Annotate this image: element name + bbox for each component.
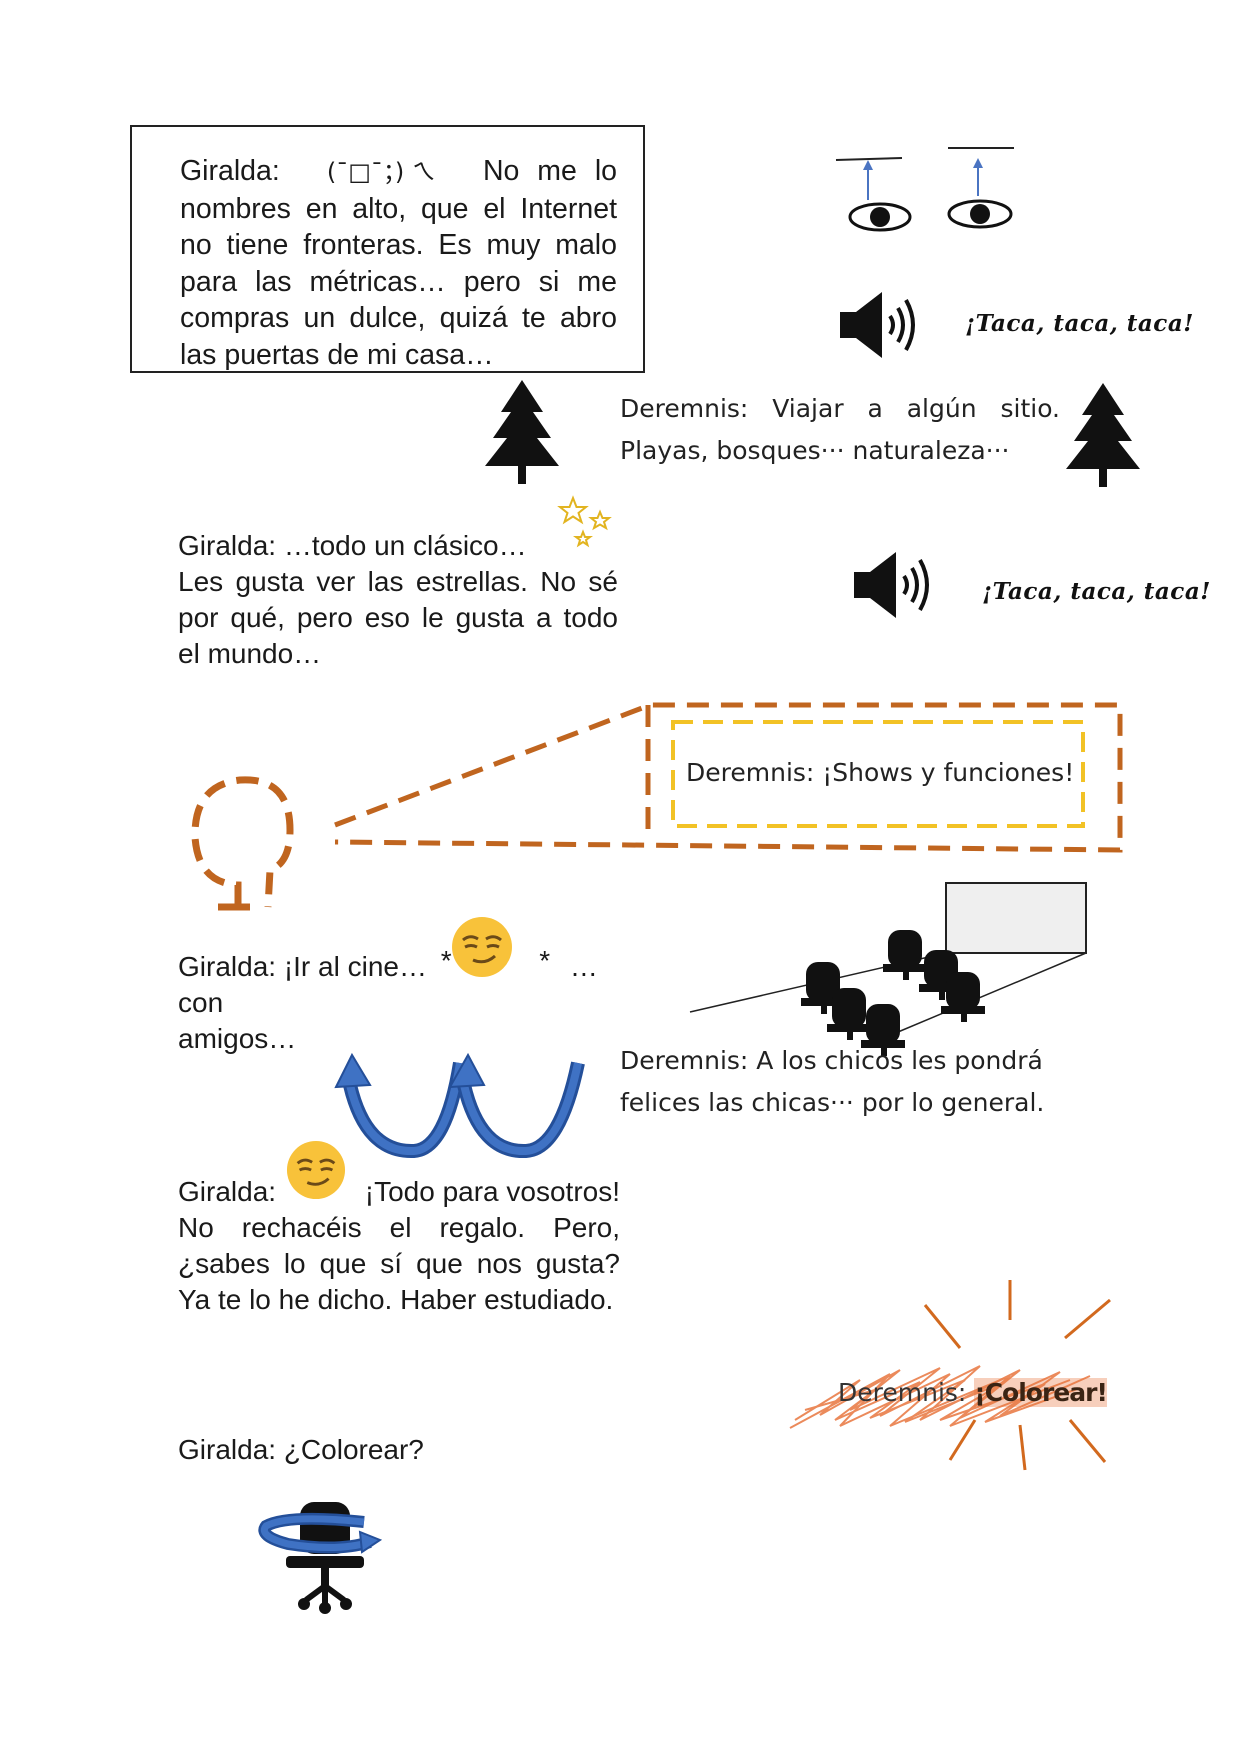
speaker-label: Giralda:: [180, 155, 280, 187]
cinema-seats-icon: [689, 882, 1087, 1056]
smirk-emoji-icon: [286, 1140, 346, 1200]
line-1: Deremnis: A los chicos les pondrá: [620, 1046, 1043, 1075]
line-1-start: Giralda: ¡Ir al cine…: [178, 951, 427, 982]
giralda-text-2: Giralda: …todo un clásico… Les gusta ver…: [178, 528, 618, 672]
line-1-end: No me lo: [482, 155, 617, 187]
stars-icon: [557, 495, 612, 548]
asterisk: *: [440, 945, 452, 976]
smirk-emoji-icon: [452, 917, 512, 977]
projection-beam: [334, 702, 1123, 853]
curved-arrows-icon: [334, 1052, 585, 1159]
paragraph: nombres en alto, que el Internet no tien…: [180, 192, 617, 371]
speaker-icon: [840, 292, 915, 358]
speaker-label: Deremnis:: [838, 1378, 967, 1407]
colorear-shout: ¡Colorear!: [974, 1378, 1108, 1407]
sound-effect-1: ¡Taca, taca, taca!: [965, 310, 1194, 337]
giralda-text-1: Giralda: (¯□¯；) ㄟ No me lo nombres en al…: [132, 127, 643, 373]
giralda-text-5: Giralda: ¿Colorear?: [178, 1434, 424, 1465]
pine-tree-icon: [1066, 383, 1140, 487]
giralda-text-3: Giralda: ¡Ir al cine… * * …con amigos…: [178, 945, 628, 1057]
pine-tree-icon: [485, 380, 559, 484]
line-1: Deremnis: Viajar a algún sitio.: [620, 394, 1060, 423]
stage-frame: [671, 720, 1085, 828]
line-2: felices las chicas··· por lo general.: [620, 1088, 1045, 1117]
giralda-box-1: Giralda: (¯□¯；) ㄟ No me lo nombres en al…: [130, 125, 645, 373]
line-1-end: …con: [178, 951, 598, 1018]
giralda-text-4: Giralda: ¡Todo para vosotros! No rechacé…: [178, 1174, 620, 1318]
kaomoji: (¯□¯；) ㄟ: [326, 158, 436, 186]
line-2: amigos…: [178, 1023, 297, 1054]
speaker-icon: [854, 552, 929, 618]
deremnis-text-4: Deremnis: ¡Colorear!: [838, 1378, 1108, 1407]
line-2: Playas, bosques··· naturaleza···: [620, 436, 1010, 465]
raised-eyebrows-icon: [835, 147, 1014, 232]
asterisk: *: [539, 945, 551, 976]
line-1-end: ¡Todo para vosotros!: [364, 1176, 620, 1207]
paragraph: Les gusta ver las estrellas. No sé por q…: [178, 566, 618, 669]
speaker-label: Giralda:: [178, 1176, 277, 1207]
deremnis-text-1: Deremnis: Viajar a algún sitio. Playas, …: [620, 388, 1060, 472]
head-silhouette-icon: [191, 776, 294, 911]
line-1: Giralda: …todo un clásico…: [178, 530, 527, 561]
burst-lines: [789, 1280, 1111, 1471]
sound-effect-2: ¡Taca, taca, taca!: [982, 578, 1211, 605]
deremnis-text-2: Deremnis: ¡Shows y funciones!: [686, 758, 1075, 787]
paragraph: No rechacéis el regalo. Pero, ¿sabes lo …: [178, 1212, 620, 1315]
spinning-chair-icon: [258, 1502, 383, 1614]
deremnis-text-3: Deremnis: A los chicos les pondrá felice…: [620, 1040, 1060, 1124]
